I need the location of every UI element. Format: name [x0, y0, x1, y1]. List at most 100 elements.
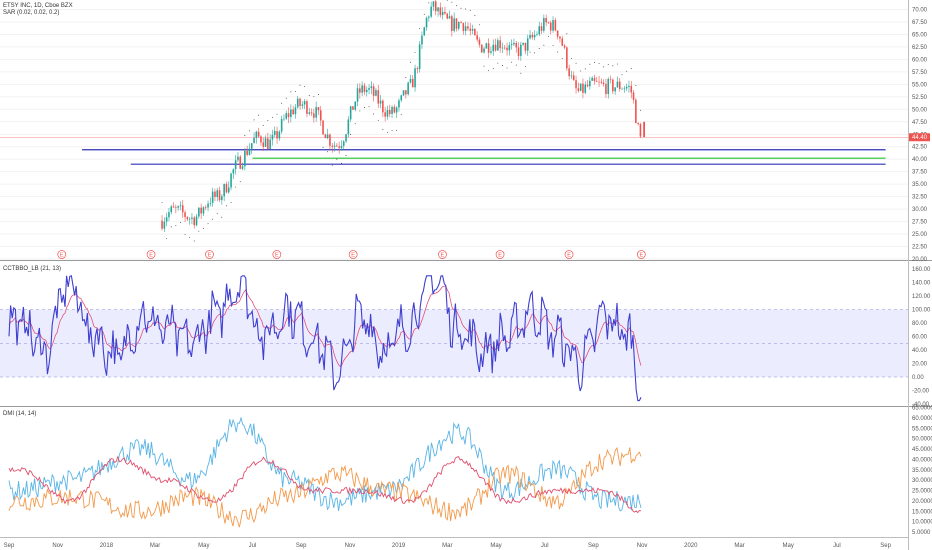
sar-dot: [336, 158, 338, 160]
candle-body: [296, 98, 299, 108]
candle-body: [582, 83, 584, 93]
price-tick-label: 55.00: [912, 82, 928, 88]
candle-body: [382, 100, 384, 113]
earnings-label: E: [351, 253, 355, 259]
price-tick-label: 50.00: [912, 107, 928, 113]
candle-body: [478, 39, 481, 45]
sar-dot: [520, 72, 522, 74]
sar-dot: [506, 67, 508, 69]
candle-body: [497, 40, 499, 51]
price-tick-label: 60.00: [912, 57, 928, 63]
adx-line: [8, 455, 642, 514]
sar-dot: [387, 131, 388, 133]
osc-tick-label: -20.00: [912, 389, 930, 395]
candle-body: [342, 141, 345, 146]
sar-dot: [207, 223, 209, 225]
sar-dot: [295, 91, 296, 93]
osc-tick-label: 60.00: [912, 335, 928, 341]
time-tick-label: Jul: [541, 543, 549, 549]
candle-body: [280, 119, 283, 132]
candle-body: [209, 202, 212, 204]
sar-dot: [396, 129, 398, 131]
candle-body: [538, 26, 541, 35]
sar-dot: [414, 51, 416, 53]
dmi-tick-label: 35.0000: [912, 468, 932, 474]
candle-body: [554, 20, 557, 31]
candle-body: [333, 145, 336, 147]
candle-body: [345, 134, 347, 142]
candle-body: [356, 88, 359, 102]
candle-body: [322, 120, 324, 135]
sar-dot: [221, 216, 223, 218]
candle-body: [448, 16, 451, 19]
candle-body: [186, 217, 189, 220]
candle-body: [239, 156, 242, 169]
candle-body: [409, 78, 412, 83]
sar-dot: [515, 64, 517, 66]
candle-body: [579, 83, 582, 91]
candle-body: [336, 145, 338, 147]
candle-body: [214, 191, 216, 197]
sar-dot: [400, 114, 402, 116]
sar-dot: [474, 15, 476, 16]
sar-dot: [552, 44, 554, 46]
price-tick-label: 35.00: [912, 182, 928, 188]
candle-body: [290, 109, 292, 118]
candle-body: [621, 88, 623, 90]
dmi-tick-label: 15.0000: [912, 509, 932, 515]
candle-body: [425, 17, 428, 28]
candle-body: [474, 29, 476, 36]
earnings-marker: [636, 250, 646, 259]
candle-body: [464, 26, 467, 31]
candle-body: [637, 123, 639, 125]
candle-body: [363, 85, 366, 93]
time-tick-label: Mar: [442, 543, 452, 549]
candle-body: [260, 136, 262, 143]
candle-body: [292, 109, 294, 115]
candle-body: [522, 42, 524, 45]
osc-tick-label: 80.00: [912, 321, 928, 327]
time-tick-label: Nov: [637, 543, 648, 549]
sar-dot: [630, 67, 632, 69]
chart-title: ETSY INC, 1D, Cboe BZX: [3, 3, 73, 9]
dmi-tick-label: 50.0000: [912, 437, 932, 443]
candle-body: [434, 1, 437, 12]
dmi-tick-label: 60.0000: [912, 416, 932, 422]
osc-tick-label: 0.00: [912, 375, 924, 381]
dmi-tick-label: 20.0000: [912, 499, 932, 505]
candle-body: [184, 212, 186, 218]
sar-dot: [543, 44, 545, 46]
earnings-marker: [495, 250, 505, 259]
candle-body: [531, 34, 534, 38]
price-pane[interactable]: [0, 0, 908, 260]
price-tick-label: 25.00: [912, 232, 928, 238]
candle-body: [605, 83, 607, 95]
sar-dot: [612, 65, 614, 67]
sar-dot: [180, 222, 181, 223]
time-tick-label: Sep: [4, 543, 15, 549]
candle-body: [526, 38, 529, 51]
earnings-label: E: [567, 253, 571, 259]
candle-body: [227, 187, 230, 193]
candle-body: [386, 109, 389, 117]
candle-body: [359, 88, 361, 93]
candle-body: [600, 81, 603, 83]
candle-body: [623, 88, 626, 90]
time-tick-label: May: [198, 543, 209, 549]
earnings-marker: [146, 250, 156, 259]
sar-dot: [354, 123, 356, 125]
sar-dot: [607, 64, 609, 66]
candle-body: [193, 217, 196, 226]
candle-body: [306, 101, 308, 114]
price-tick-label: 47.50: [912, 120, 928, 126]
earnings-label: E: [208, 253, 212, 259]
candle-body: [607, 79, 610, 95]
candle-body: [453, 18, 455, 31]
earnings-label: E: [498, 253, 502, 259]
sar-dot: [410, 61, 411, 63]
candle-body: [595, 81, 598, 82]
candle-body: [216, 190, 219, 197]
sar-dot: [598, 62, 600, 64]
earnings-label: E: [60, 253, 64, 259]
sar-dot: [456, 5, 457, 7]
